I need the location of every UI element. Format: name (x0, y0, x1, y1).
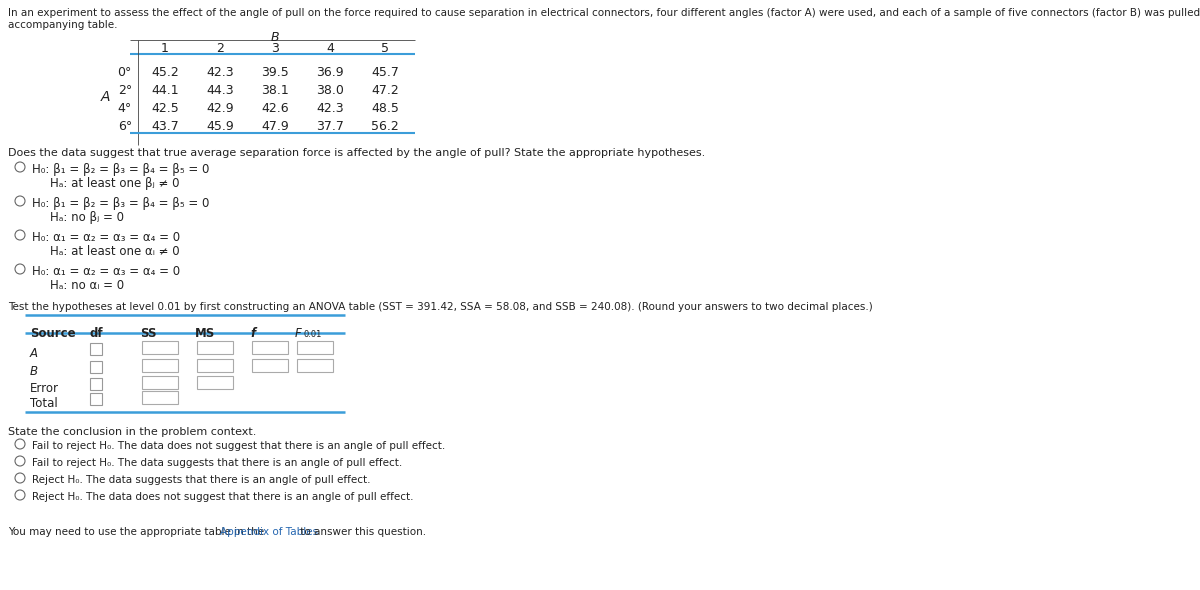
Text: Hₐ: no βⱼ = 0: Hₐ: no βⱼ = 0 (50, 211, 124, 224)
Text: 2°: 2° (118, 84, 132, 97)
Bar (252, 359, 288, 372)
Text: 42.5: 42.5 (151, 102, 179, 115)
Text: H₀: α₁ = α₂ = α₃ = α₄ = 0: H₀: α₁ = α₂ = α₃ = α₄ = 0 (32, 265, 180, 278)
Text: Hₐ: at least one αᵢ ≠ 0: Hₐ: at least one αᵢ ≠ 0 (50, 245, 180, 258)
Text: 44.1: 44.1 (151, 84, 179, 97)
Text: B: B (30, 365, 38, 378)
Text: State the conclusion in the problem context.: State the conclusion in the problem cont… (8, 427, 257, 437)
Bar (142, 391, 178, 404)
Text: 38.1: 38.1 (262, 84, 289, 97)
Text: 0°: 0° (118, 66, 132, 79)
Text: 43.7: 43.7 (151, 120, 179, 133)
Bar (142, 359, 178, 372)
Text: 42.9: 42.9 (206, 102, 234, 115)
Text: 44.3: 44.3 (206, 84, 234, 97)
Text: 4°: 4° (118, 102, 132, 115)
Text: Reject H₀. The data does not suggest that there is an angle of pull effect.: Reject H₀. The data does not suggest tha… (32, 492, 414, 502)
Text: 47.9: 47.9 (262, 120, 289, 133)
Text: 6°: 6° (118, 120, 132, 133)
Text: In an experiment to assess the effect of the angle of pull on the force required: In an experiment to assess the effect of… (8, 8, 1200, 18)
Text: 0.01: 0.01 (302, 330, 322, 339)
Text: 37.7: 37.7 (316, 120, 344, 133)
Text: 1: 1 (161, 42, 169, 55)
Text: A: A (30, 347, 38, 360)
Text: Total: Total (30, 397, 58, 410)
Bar (197, 376, 233, 389)
Circle shape (14, 473, 25, 483)
Text: Fail to reject H₀. The data does not suggest that there is an angle of pull effe: Fail to reject H₀. The data does not sug… (32, 441, 445, 451)
Circle shape (14, 456, 25, 466)
Text: Fail to reject H₀. The data suggests that there is an angle of pull effect.: Fail to reject H₀. The data suggests tha… (32, 458, 402, 468)
Text: H₀: α₁ = α₂ = α₃ = α₄ = 0: H₀: α₁ = α₂ = α₃ = α₄ = 0 (32, 231, 180, 244)
Bar (142, 376, 178, 389)
Text: A: A (101, 90, 109, 104)
Circle shape (14, 490, 25, 500)
Text: 45.7: 45.7 (371, 66, 398, 79)
Text: 36.9: 36.9 (316, 66, 344, 79)
Bar (90, 343, 102, 355)
Text: to answer this question.: to answer this question. (298, 527, 426, 537)
Text: You may need to use the appropriate table in the: You may need to use the appropriate tabl… (8, 527, 268, 537)
Circle shape (14, 230, 25, 240)
Text: 38.0: 38.0 (316, 84, 344, 97)
Text: MS: MS (194, 327, 215, 340)
Text: 3: 3 (271, 42, 278, 55)
Text: accompanying table.: accompanying table. (8, 20, 118, 30)
Text: 5: 5 (382, 42, 389, 55)
Text: Appendix of Tables: Appendix of Tables (220, 527, 318, 537)
Bar (298, 341, 334, 354)
Text: B: B (271, 31, 280, 44)
Bar (252, 341, 288, 354)
Bar (90, 393, 102, 405)
Text: 42.3: 42.3 (206, 66, 234, 79)
Text: Does the data suggest that true average separation force is affected by the angl: Does the data suggest that true average … (8, 148, 706, 158)
Text: 4: 4 (326, 42, 334, 55)
Text: 2: 2 (216, 42, 224, 55)
Text: F: F (295, 327, 301, 340)
Text: H₀: β₁ = β₂ = β₃ = β₄ = β₅ = 0: H₀: β₁ = β₂ = β₃ = β₄ = β₅ = 0 (32, 197, 209, 210)
Text: Source: Source (30, 327, 76, 340)
Circle shape (14, 439, 25, 449)
Bar (197, 359, 233, 372)
Text: SS: SS (140, 327, 156, 340)
Text: 48.5: 48.5 (371, 102, 398, 115)
Text: Hₐ: at least one βⱼ ≠ 0: Hₐ: at least one βⱼ ≠ 0 (50, 177, 180, 190)
Text: H₀: β₁ = β₂ = β₃ = β₄ = β₅ = 0: H₀: β₁ = β₂ = β₃ = β₄ = β₅ = 0 (32, 163, 209, 176)
Text: 39.5: 39.5 (262, 66, 289, 79)
Bar (298, 359, 334, 372)
Text: Test the hypotheses at level 0.01 by first constructing an ANOVA table (SST = 39: Test the hypotheses at level 0.01 by fir… (8, 302, 872, 312)
Text: 56.2: 56.2 (371, 120, 398, 133)
Bar (90, 378, 102, 390)
Text: 45.9: 45.9 (206, 120, 234, 133)
Text: df: df (90, 327, 103, 340)
Circle shape (14, 162, 25, 172)
Circle shape (14, 264, 25, 274)
Bar (90, 361, 102, 373)
Text: 45.2: 45.2 (151, 66, 179, 79)
Text: Error: Error (30, 382, 59, 395)
Text: 42.6: 42.6 (262, 102, 289, 115)
Bar (197, 341, 233, 354)
Text: f: f (250, 327, 256, 340)
Bar (142, 341, 178, 354)
Text: Hₐ: no αᵢ = 0: Hₐ: no αᵢ = 0 (50, 279, 124, 292)
Text: 42.3: 42.3 (316, 102, 344, 115)
Text: 47.2: 47.2 (371, 84, 398, 97)
Text: Reject H₀. The data suggests that there is an angle of pull effect.: Reject H₀. The data suggests that there … (32, 475, 371, 485)
Circle shape (14, 196, 25, 206)
